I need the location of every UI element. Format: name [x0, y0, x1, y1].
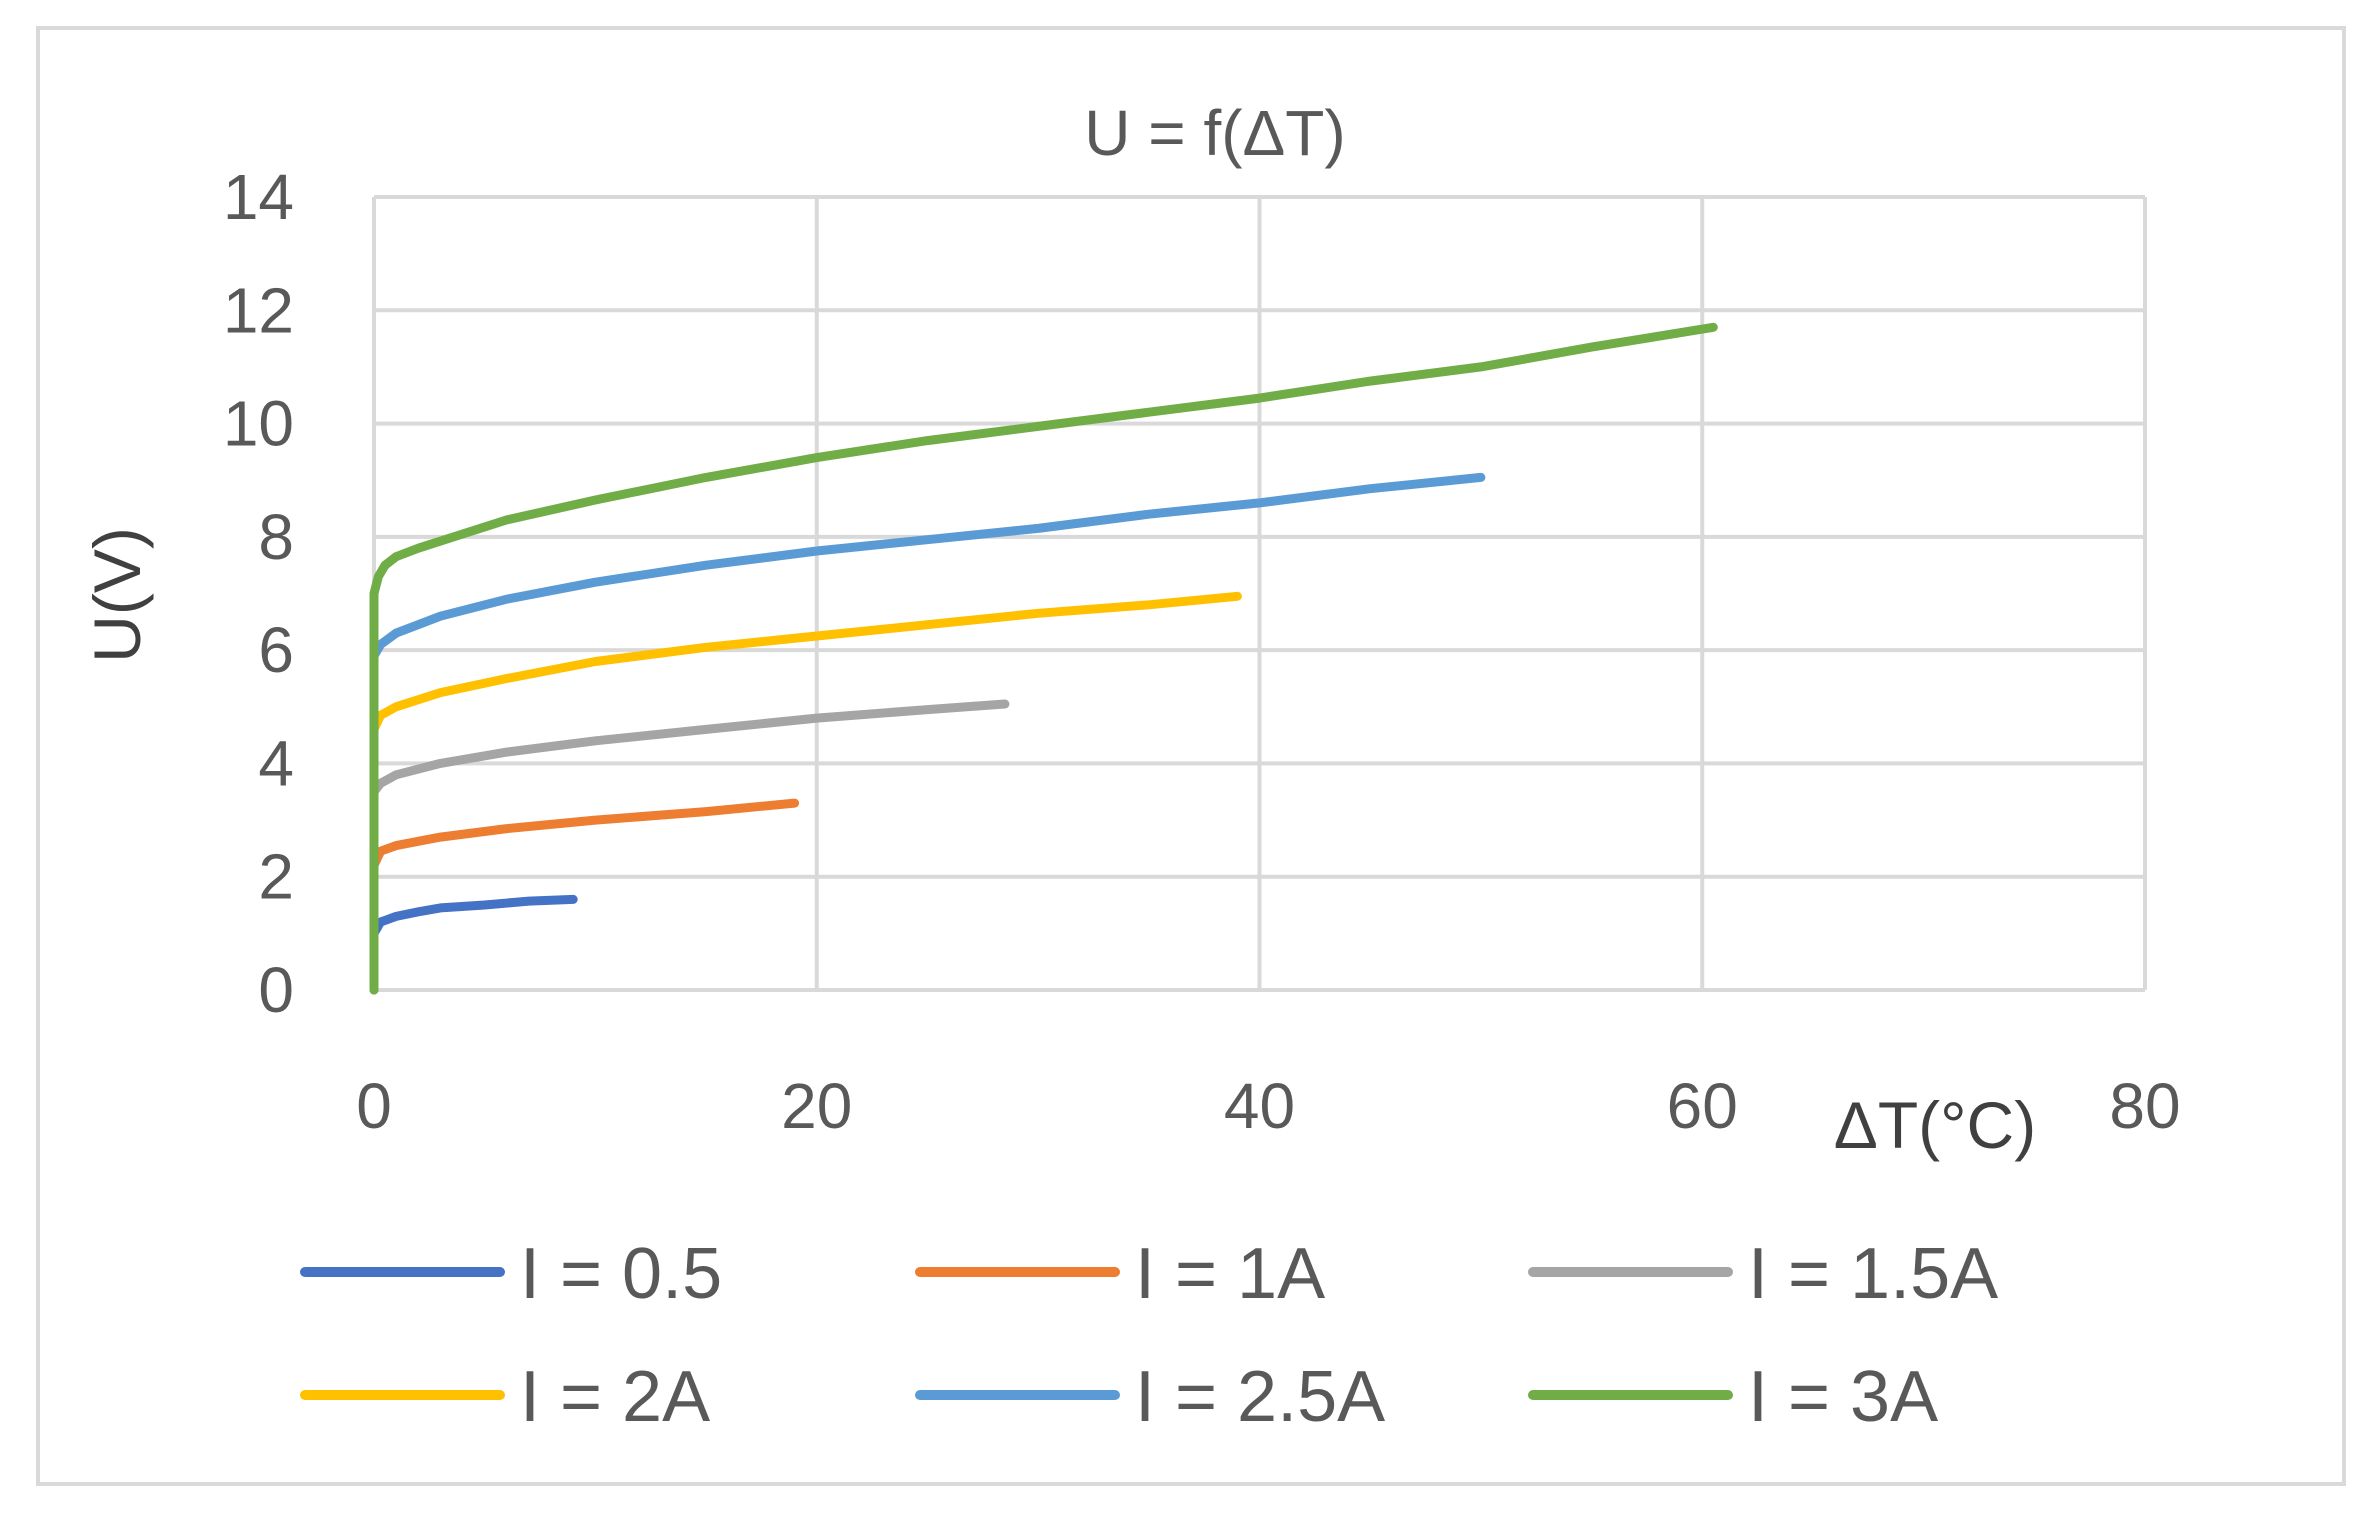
series-lines — [369, 322, 1718, 995]
x-tick-label: 20 — [781, 1070, 852, 1142]
series-line-5 — [369, 472, 1486, 995]
x-axis-label: ΔT(°C) — [1834, 1088, 2036, 1162]
y-tick-label: 14 — [223, 161, 294, 233]
series-line-2 — [369, 798, 800, 995]
x-tick-label: 60 — [1667, 1070, 1738, 1142]
y-tick-label: 12 — [223, 274, 294, 346]
series-line-1 — [369, 894, 578, 995]
legend-label: I = 3A — [1748, 1357, 1938, 1437]
x-tick-label: 40 — [1224, 1070, 1295, 1142]
y-tick-label: 0 — [258, 954, 294, 1026]
y-axis-ticks: 0 2 4 6 8 10 12 14 — [223, 161, 294, 1026]
y-tick-label: 4 — [258, 727, 294, 799]
legend-label: I = 0.5 — [520, 1234, 722, 1314]
legend-label: I = 2.5A — [1135, 1357, 1385, 1437]
legend-label: I = 1.5A — [1748, 1234, 1998, 1314]
y-axis-label: U(V) — [80, 527, 154, 663]
y-tick-label: 6 — [258, 614, 294, 686]
chart-title: U = f(ΔT) — [1084, 97, 1345, 169]
y-tick-label: 8 — [258, 501, 294, 573]
x-axis-ticks: 0 20 40 60 80 — [356, 1070, 2180, 1142]
y-tick-label: 10 — [223, 388, 294, 460]
legend-label: I = 2A — [520, 1357, 710, 1437]
series-line-3 — [369, 699, 1010, 995]
y-tick-label: 2 — [258, 841, 294, 913]
x-tick-label: 0 — [356, 1070, 392, 1142]
chart-frame — [36, 26, 2346, 1486]
gridlines — [372, 195, 2147, 992]
legend: I = 0.5 I = 1A I = 1.5A I = 2A I = 2.5A I = 3… — [300, 1234, 1998, 1437]
series-line-4 — [369, 591, 1242, 995]
x-tick-label: 80 — [2109, 1070, 2180, 1142]
series-line-6 — [369, 322, 1718, 995]
legend-label: I = 1A — [1135, 1234, 1325, 1314]
